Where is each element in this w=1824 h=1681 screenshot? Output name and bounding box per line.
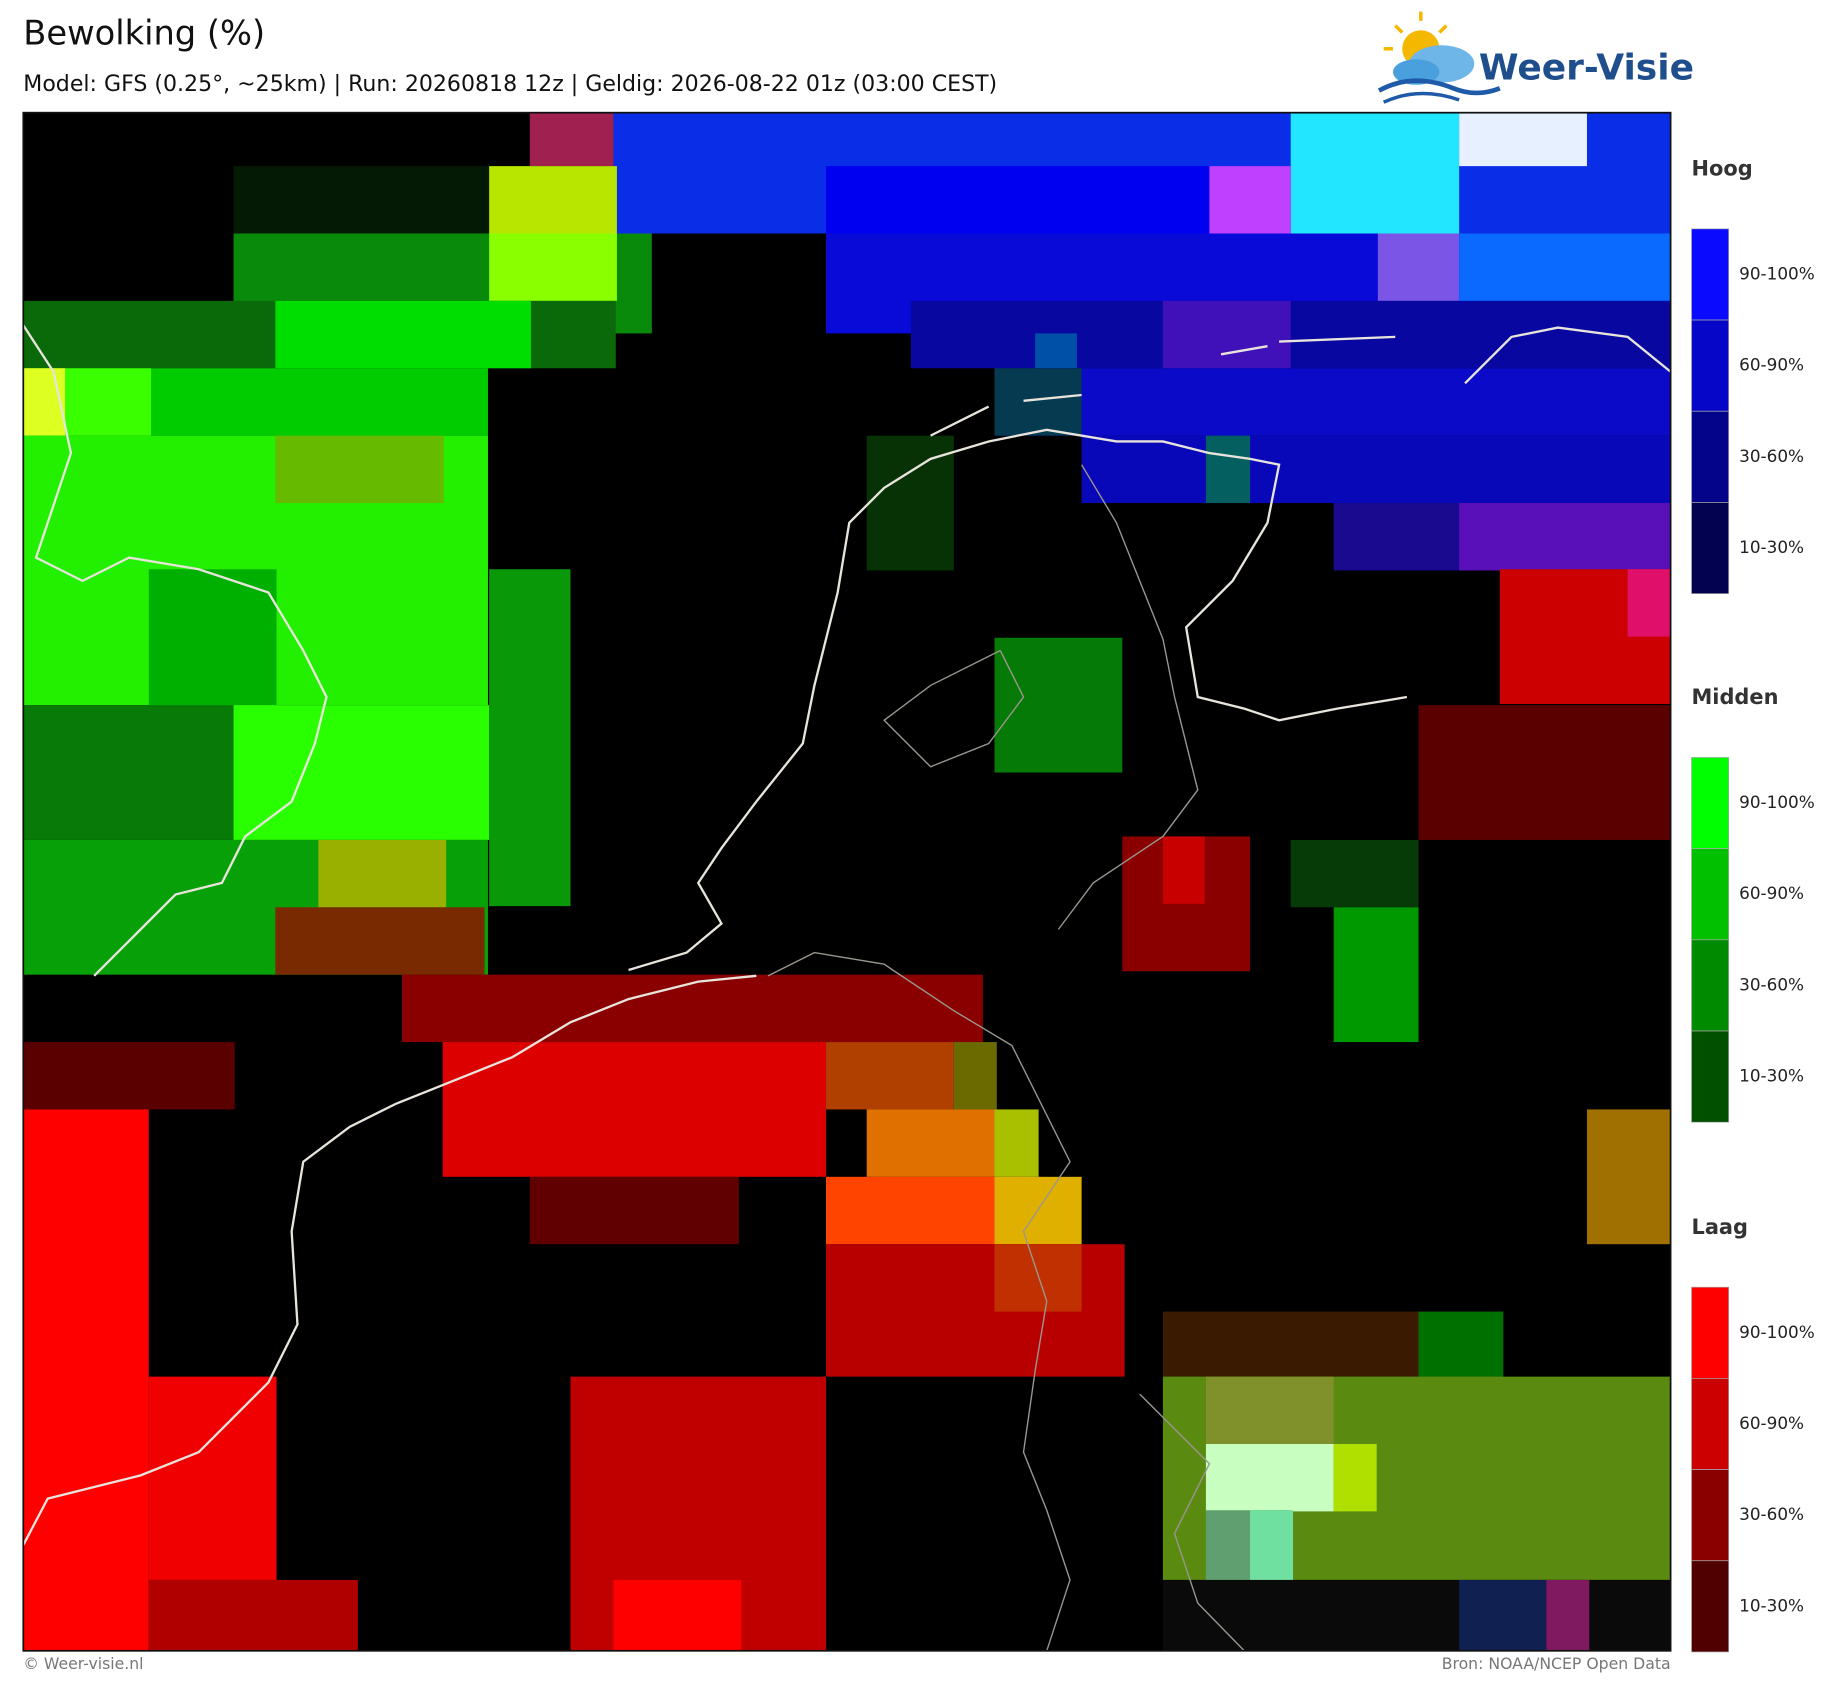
logo: Weer-Visie (1377, 11, 1694, 104)
legend-label: 90-100% (1739, 792, 1815, 812)
title: Bewolking (%) (23, 13, 265, 52)
legend-label: 10-30% (1739, 537, 1804, 557)
legend-swatch (1691, 757, 1730, 849)
legend-swatch (1691, 1560, 1730, 1653)
legend-swatch (1691, 1286, 1730, 1379)
logo-text: Weer-Visie (1479, 48, 1694, 89)
legend: Hoog 90-100% 60-90% 30-60% 10-30% Midden 90-10… (1691, 157, 1815, 1653)
legend-label: 10-30% (1739, 1066, 1804, 1086)
legend-title: Hoog (1692, 157, 1753, 181)
footer-right: Bron: NOAA/NCEP Open Data (1442, 1654, 1671, 1673)
cloud-map (22, 111, 1672, 1652)
legend-label: 30-60% (1739, 974, 1804, 994)
legend-label: 60-90% (1739, 883, 1804, 903)
legend-swatch (1691, 1378, 1730, 1470)
legend-title: Laag (1692, 1215, 1749, 1239)
legend-swatch (1691, 1469, 1730, 1562)
legend-swatch (1691, 410, 1730, 503)
legend-label: 90-100% (1739, 263, 1815, 283)
legend-swatch (1691, 502, 1730, 594)
legend-label: 60-90% (1739, 355, 1804, 375)
footer-left: © Weer-visie.nl (23, 1654, 143, 1673)
legend-label: 30-60% (1739, 1504, 1804, 1524)
legend-swatch (1691, 228, 1730, 321)
legend-swatch (1691, 848, 1730, 941)
legend-swatch (1691, 1030, 1730, 1123)
legend-label: 90-100% (1739, 1322, 1815, 1342)
legend-swatch (1691, 319, 1730, 412)
legend-title: Midden (1692, 685, 1779, 709)
legend-label: 30-60% (1739, 446, 1804, 466)
legend-label: 10-30% (1739, 1595, 1804, 1615)
legend-label: 60-90% (1739, 1413, 1804, 1433)
subtitle: Model: GFS (0.25°, ~25km) | Run: 2026081… (23, 72, 997, 97)
legend-swatch (1691, 939, 1730, 1032)
